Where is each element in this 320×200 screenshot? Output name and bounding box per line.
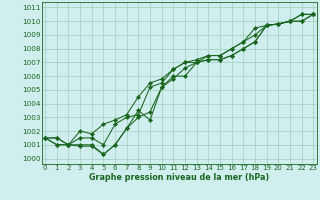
- X-axis label: Graphe pression niveau de la mer (hPa): Graphe pression niveau de la mer (hPa): [89, 173, 269, 182]
